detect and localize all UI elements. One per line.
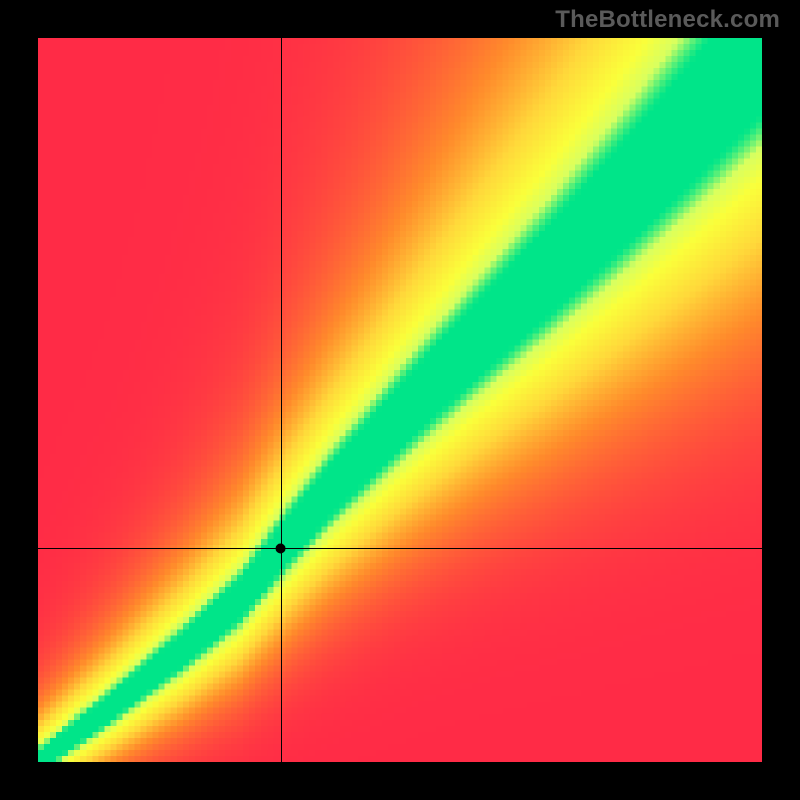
crosshair-overlay	[38, 38, 762, 762]
watermark-text: TheBottleneck.com	[555, 6, 780, 34]
bottleneck-heatmap	[38, 38, 762, 762]
